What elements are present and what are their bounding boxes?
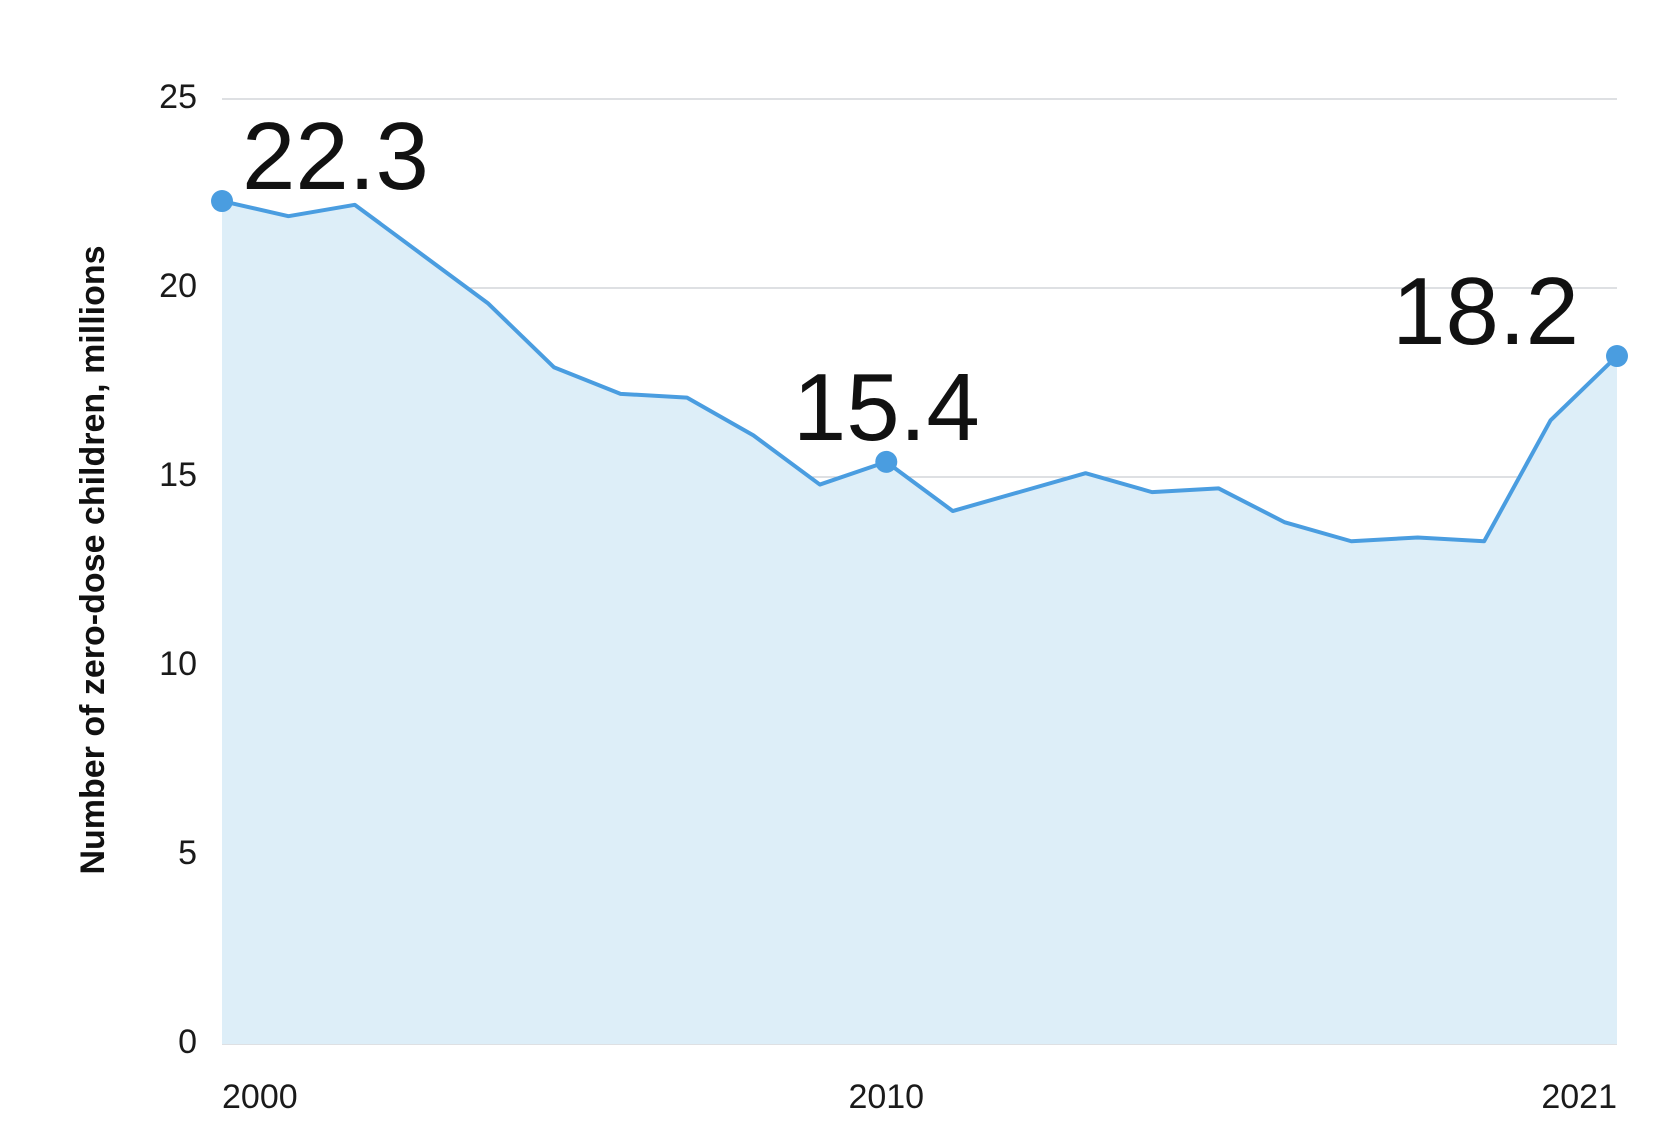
- y-tick-label-20: 20: [159, 267, 197, 305]
- y-tick-label-0: 0: [178, 1023, 197, 1061]
- data-point-22.3: [211, 190, 233, 213]
- highlight-markers: [211, 190, 1628, 473]
- y-tick-label-5: 5: [178, 834, 197, 872]
- series-line: [221, 199, 1619, 544]
- y-tick-label-15: 15: [159, 456, 197, 494]
- value-callouts: 22.3 15.4 18.2: [242, 103, 1579, 461]
- y-tick-label-10: 10: [159, 645, 197, 683]
- y-axis-ticks: 0 5 10 15 20 25: [159, 78, 197, 1061]
- callout-label-15.4: 15.4: [793, 354, 980, 461]
- x-tick-label-2021: 2021: [1541, 1078, 1617, 1116]
- y-tick-label-25: 25: [159, 78, 197, 116]
- x-tick-label-2010: 2010: [848, 1078, 924, 1116]
- data-point-15.4: [875, 450, 898, 473]
- x-tick-label-2000: 2000: [222, 1078, 298, 1116]
- x-axis-ticks: 2000 2010 2021: [222, 1078, 1617, 1116]
- data-point-18.2: [1606, 345, 1628, 368]
- callout-label-22.3: 22.3: [242, 103, 429, 210]
- callout-label-18.2: 18.2: [1392, 258, 1579, 365]
- y-axis-title: Number of zero-dose children, millions: [74, 245, 112, 874]
- area-fill: [222, 201, 1617, 1044]
